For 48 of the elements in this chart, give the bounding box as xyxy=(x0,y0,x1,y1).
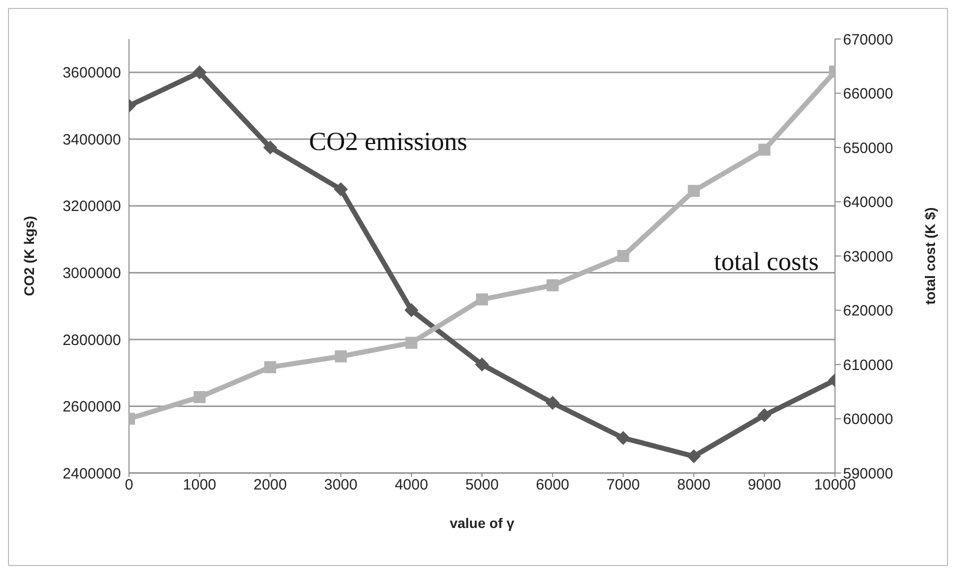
point xyxy=(546,396,560,410)
y-tick-label: 2400000 xyxy=(62,465,121,482)
x-tick-label: 3000 xyxy=(324,476,358,494)
x-tick-label: 4000 xyxy=(394,476,428,494)
point xyxy=(475,358,489,372)
point xyxy=(476,293,488,306)
point xyxy=(617,250,630,262)
point xyxy=(263,140,278,154)
y2-tick-label: 600000 xyxy=(843,411,894,428)
y2-tick-label: 660000 xyxy=(843,86,894,103)
y-tick-label: 3000000 xyxy=(62,265,121,282)
x-tick-label: 1000 xyxy=(182,476,216,494)
y-tick-label: 3600000 xyxy=(62,64,121,82)
y-axis-title: CO2 (K kgs) xyxy=(20,216,37,296)
y2-tick-label: 620000 xyxy=(843,302,894,320)
x-tick-label: 5000 xyxy=(465,476,499,494)
x-tick-label: 9000 xyxy=(748,476,782,494)
x-tick-label: 7000 xyxy=(606,476,640,494)
y-tick-label: 2600000 xyxy=(62,398,121,416)
point xyxy=(334,182,348,196)
x-axis-title: value of γ xyxy=(450,515,514,531)
point xyxy=(686,449,701,464)
point xyxy=(757,408,772,422)
point xyxy=(758,144,770,156)
y2-tick-label: 640000 xyxy=(843,194,894,212)
point xyxy=(688,184,700,197)
text: total costs xyxy=(714,247,819,277)
point xyxy=(616,430,630,445)
point xyxy=(405,336,418,349)
y-tick-label: 3200000 xyxy=(62,198,121,216)
y2-tick-label: 670000 xyxy=(843,31,894,48)
y2-axis-title: total cost (K $) xyxy=(922,207,938,305)
point xyxy=(334,350,347,362)
point xyxy=(194,391,206,404)
point xyxy=(404,303,418,318)
y2-tick-label: 630000 xyxy=(843,248,894,266)
point xyxy=(192,65,207,80)
series-label: CO2 emissions xyxy=(309,127,468,157)
x-tick-label: 0 xyxy=(124,476,134,494)
x-tick-label: 8000 xyxy=(677,476,710,494)
point xyxy=(546,279,559,292)
x-tick-label: 6000 xyxy=(536,476,570,494)
y2-tick-label: 650000 xyxy=(843,140,894,157)
y2-tick-label: 610000 xyxy=(843,356,894,374)
point xyxy=(264,361,276,374)
x-tick-label: 2000 xyxy=(254,476,287,494)
y-tick-label: 3400000 xyxy=(62,131,121,148)
y-tick-label: 2800000 xyxy=(62,332,121,349)
